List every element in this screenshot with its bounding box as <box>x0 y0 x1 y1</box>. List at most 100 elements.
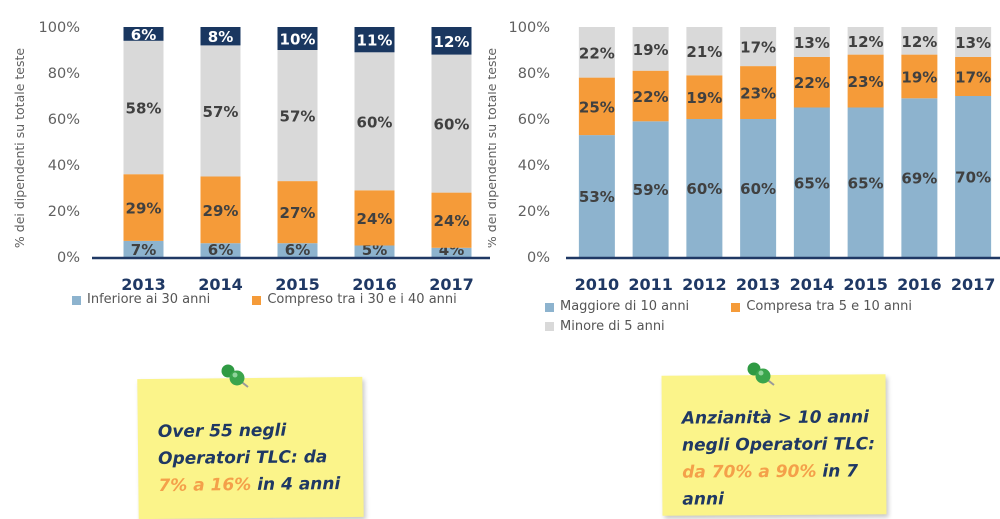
data-label: 27% <box>280 204 316 222</box>
bar-segment <box>354 52 395 191</box>
bar-segment <box>277 27 318 50</box>
bar-segment <box>578 135 615 257</box>
legend-label-5-10: Compresa tra 5 e 10 anni <box>746 299 912 314</box>
y-tick-label: 100% <box>509 20 550 36</box>
y-tick-label: 60% <box>518 112 550 128</box>
x-tick-label: 2013 <box>121 275 166 294</box>
data-label: 60% <box>434 116 470 134</box>
bar-segment <box>901 98 938 257</box>
data-label: 10% <box>280 31 316 49</box>
x-tick-label: 2015 <box>843 275 888 294</box>
data-label: 69% <box>901 170 937 188</box>
y-tick-label: 40% <box>48 158 80 174</box>
data-label: 53% <box>579 188 615 206</box>
legend-swatch-under-5 <box>545 322 554 331</box>
y-tick-label: 80% <box>48 66 80 82</box>
sticky-note-seniority: Anzianità > 10 anni negli Operatori TLC:… <box>661 374 887 516</box>
bar-segment <box>740 27 777 67</box>
data-label: 17% <box>955 68 991 86</box>
bar-segment <box>354 27 395 53</box>
note-highlight: da 70% a 90% <box>682 461 817 483</box>
legend-label-under-30: Inferiore ai 30 anni <box>87 292 211 307</box>
data-label: 6% <box>285 241 310 259</box>
data-label: 19% <box>901 68 937 86</box>
data-label: 60% <box>740 180 776 198</box>
bar-segment <box>955 27 992 57</box>
x-tick-label: 2013 <box>736 275 781 294</box>
bar-segment <box>632 27 669 71</box>
legend-item-under-5: Minore di 5 anni <box>545 318 665 336</box>
bar-segment <box>200 45 241 177</box>
bar-segment <box>578 77 615 136</box>
x-tick-label: 2010 <box>575 275 620 294</box>
y-tick-label: 0% <box>57 250 80 266</box>
data-label: 13% <box>794 34 830 52</box>
data-label: 23% <box>740 85 776 103</box>
data-label: 6% <box>208 241 233 259</box>
data-label: 25% <box>579 98 615 116</box>
x-tick-label: 2017 <box>429 275 474 294</box>
bar-segment <box>686 27 723 76</box>
bar-segment <box>200 27 241 46</box>
note-line: Anzianità > 10 anni <box>681 407 870 429</box>
y-tick-label: 80% <box>518 66 550 82</box>
bar-segment <box>431 247 472 257</box>
age-chart-legend: Inferiore ai 30 anni Compreso tra i 30 e… <box>72 291 495 311</box>
data-label: 29% <box>126 200 162 218</box>
legend-label-over-10: Maggiore di 10 anni <box>560 299 690 314</box>
data-label: 57% <box>203 103 239 121</box>
bar-segment <box>793 27 830 57</box>
bar-segment <box>847 107 884 257</box>
data-label: 57% <box>280 108 316 126</box>
bar-segment <box>354 245 395 257</box>
bar-segment <box>901 54 938 99</box>
data-label: 59% <box>633 181 669 199</box>
bar-segment <box>123 27 164 41</box>
bar-segment <box>793 107 830 257</box>
push-pin-icon <box>221 364 249 388</box>
note-line-rest: in 4 anni <box>251 474 341 495</box>
bar-segment <box>955 56 992 96</box>
legend-item-5-10: Compresa tra 5 e 10 anni <box>731 298 912 316</box>
x-tick-label: 2016 <box>897 275 942 294</box>
y-tick-label: 60% <box>48 112 80 128</box>
data-label: 12% <box>434 33 470 51</box>
data-label: 12% <box>848 33 884 51</box>
note-line-rest: in 7 <box>816 461 859 482</box>
bar-segment <box>955 96 992 257</box>
data-label: 22% <box>794 74 830 92</box>
y-tick-label: 0% <box>527 250 550 266</box>
x-tick-label: 2011 <box>628 275 673 294</box>
y-tick-label: 20% <box>48 204 80 220</box>
bar-segment <box>686 119 723 257</box>
note-line: Over 55 negli <box>157 420 287 442</box>
data-label: 6% <box>131 26 156 44</box>
data-label: 29% <box>203 202 239 220</box>
y-axis-label: % dei dipendenti su totale teste <box>488 48 499 248</box>
y-tick-label: 100% <box>39 20 80 36</box>
data-label: 8% <box>208 28 233 46</box>
bar-segment <box>431 192 472 248</box>
x-tick-label: 2014 <box>790 275 835 294</box>
legend-swatch-30-40 <box>252 295 262 305</box>
bar-segment <box>740 119 777 257</box>
legend-label-30-40: Compreso tra i 30 e i 40 anni <box>267 292 457 307</box>
x-tick-label: 2012 <box>682 275 727 294</box>
data-label: 65% <box>848 174 884 192</box>
data-label: 23% <box>848 73 884 91</box>
legend-item-30-40: Compreso tra i 30 e i 40 anni <box>252 291 457 309</box>
data-label: 19% <box>686 89 722 107</box>
bar-segment <box>431 27 472 55</box>
legend-item-under-30: Inferiore ai 30 anni <box>72 291 210 309</box>
data-label: 7% <box>131 241 156 259</box>
bar-segment <box>123 174 164 241</box>
data-label: 21% <box>686 43 722 61</box>
y-tick-label: 20% <box>518 204 550 220</box>
legend-item-over-10: Maggiore di 10 anni <box>545 298 689 316</box>
bar-segment <box>277 50 318 182</box>
bar-segment <box>200 176 241 244</box>
bar-segment <box>123 40 164 175</box>
bar-segment <box>277 243 318 257</box>
y-axis-label: % dei dipendenti su totale teste <box>12 48 27 248</box>
data-label: 65% <box>794 174 830 192</box>
